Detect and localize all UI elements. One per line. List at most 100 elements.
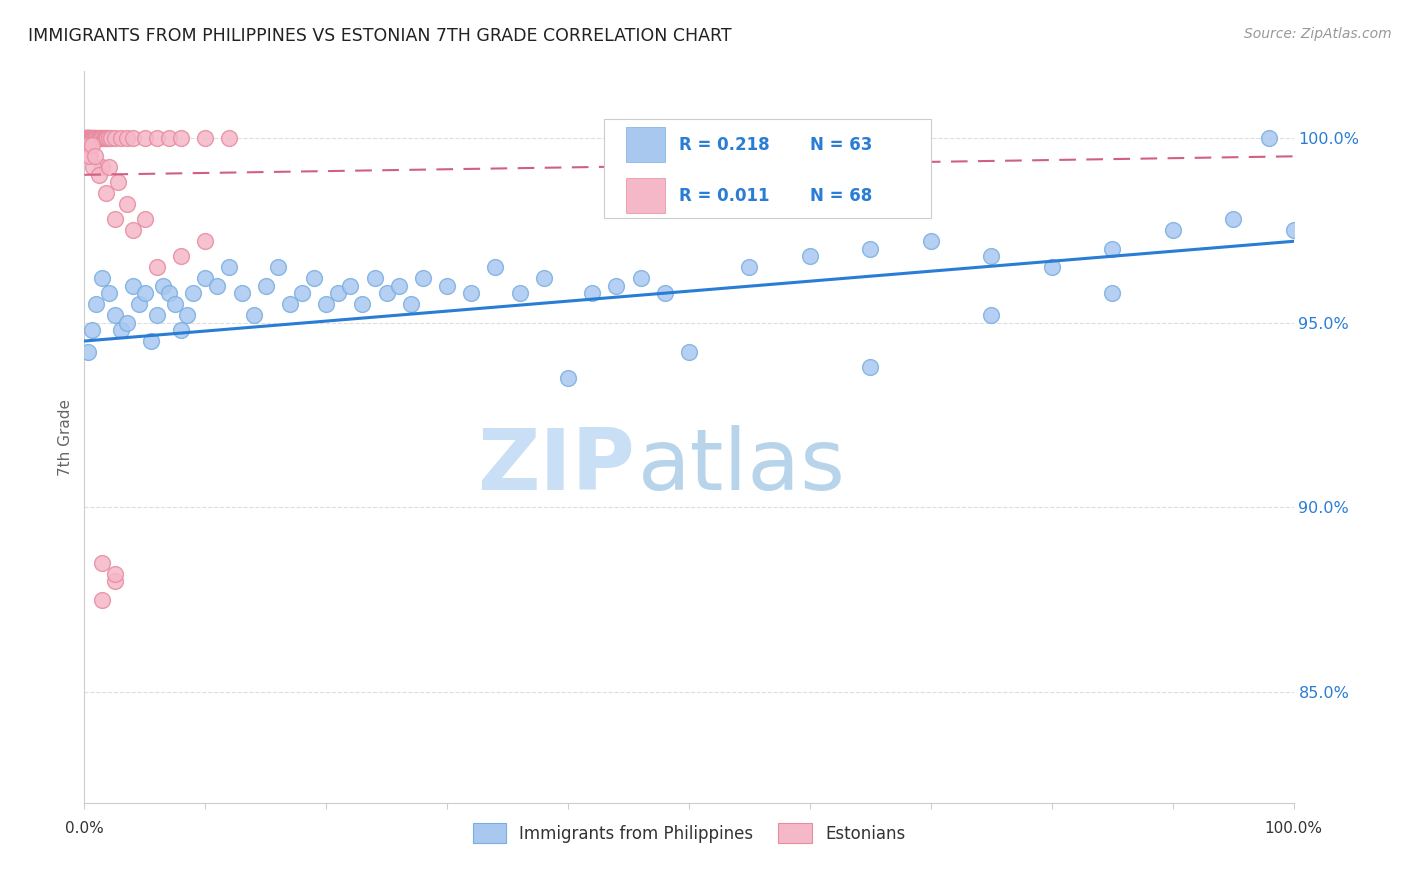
Point xyxy=(533,271,555,285)
Point xyxy=(76,131,98,145)
Point xyxy=(97,161,120,175)
Point xyxy=(77,345,100,359)
Point xyxy=(328,285,350,300)
Point xyxy=(267,260,290,274)
Point xyxy=(104,574,127,589)
Point xyxy=(375,285,398,300)
Point xyxy=(980,249,1002,263)
Point xyxy=(79,149,101,163)
FancyBboxPatch shape xyxy=(605,119,931,218)
Point xyxy=(77,131,100,145)
Point xyxy=(80,323,103,337)
Point xyxy=(107,175,129,189)
Point xyxy=(1040,260,1063,274)
Point xyxy=(75,131,97,145)
Point xyxy=(146,260,169,274)
Point xyxy=(654,285,676,300)
Point xyxy=(363,271,385,285)
Point xyxy=(146,131,169,145)
Point xyxy=(630,271,652,285)
Text: N = 63: N = 63 xyxy=(810,136,872,153)
Point xyxy=(79,131,101,145)
Point xyxy=(75,131,97,145)
Point xyxy=(134,131,156,145)
Point xyxy=(1222,212,1244,227)
Point xyxy=(242,308,264,322)
Point xyxy=(194,271,217,285)
Point xyxy=(115,131,138,145)
Point xyxy=(388,278,411,293)
Point xyxy=(980,308,1002,322)
Point xyxy=(460,285,482,300)
Point xyxy=(77,138,100,153)
Point xyxy=(1258,131,1281,145)
Point xyxy=(93,131,115,145)
Point xyxy=(80,138,103,153)
Point xyxy=(91,556,114,570)
Point xyxy=(436,278,458,293)
Point xyxy=(128,297,150,311)
Point xyxy=(104,131,127,145)
Point xyxy=(90,131,112,145)
Point xyxy=(84,131,107,145)
Y-axis label: 7th Grade: 7th Grade xyxy=(58,399,73,475)
Point xyxy=(115,197,138,211)
Point xyxy=(104,566,127,581)
Point xyxy=(157,131,180,145)
Point xyxy=(352,297,374,311)
Point xyxy=(799,249,821,263)
Point xyxy=(170,323,193,337)
Point xyxy=(859,359,882,374)
Point xyxy=(77,149,100,163)
Point xyxy=(139,334,162,348)
Point xyxy=(84,149,107,163)
Legend: Immigrants from Philippines, Estonians: Immigrants from Philippines, Estonians xyxy=(465,817,912,849)
Point xyxy=(170,131,193,145)
Point xyxy=(1282,223,1305,237)
Point xyxy=(82,161,104,175)
Point xyxy=(207,278,229,293)
Point xyxy=(1101,285,1123,300)
Point xyxy=(91,592,114,607)
Point xyxy=(134,212,156,227)
Text: 0.0%: 0.0% xyxy=(65,822,104,837)
Point xyxy=(76,131,98,145)
Text: Source: ZipAtlas.com: Source: ZipAtlas.com xyxy=(1244,27,1392,41)
Point xyxy=(87,168,110,182)
Point xyxy=(218,260,240,274)
Text: R = 0.218: R = 0.218 xyxy=(679,136,770,153)
Point xyxy=(75,131,97,145)
Point xyxy=(104,308,127,322)
Point xyxy=(76,131,98,145)
Point xyxy=(339,278,361,293)
Point xyxy=(83,131,105,145)
Point xyxy=(76,131,98,145)
Point xyxy=(75,131,97,145)
Point xyxy=(87,131,110,145)
Point xyxy=(100,131,122,145)
FancyBboxPatch shape xyxy=(626,127,665,162)
Point xyxy=(97,285,120,300)
Point xyxy=(181,285,204,300)
Point xyxy=(77,131,100,145)
Point xyxy=(278,297,301,311)
Point xyxy=(104,212,127,227)
Point xyxy=(170,249,193,263)
Text: N = 68: N = 68 xyxy=(810,186,872,204)
Text: atlas: atlas xyxy=(638,425,846,508)
Point xyxy=(110,323,132,337)
Point xyxy=(110,131,132,145)
Point xyxy=(302,271,325,285)
Point xyxy=(738,260,761,274)
Point xyxy=(94,131,117,145)
Point xyxy=(134,285,156,300)
Point xyxy=(121,131,143,145)
Point xyxy=(157,285,180,300)
Point xyxy=(79,131,101,145)
Point xyxy=(581,285,603,300)
Point xyxy=(82,131,104,145)
Point xyxy=(315,297,337,311)
Point xyxy=(89,131,111,145)
Point xyxy=(73,131,96,145)
Text: IMMIGRANTS FROM PHILIPPINES VS ESTONIAN 7TH GRADE CORRELATION CHART: IMMIGRANTS FROM PHILIPPINES VS ESTONIAN … xyxy=(28,27,731,45)
